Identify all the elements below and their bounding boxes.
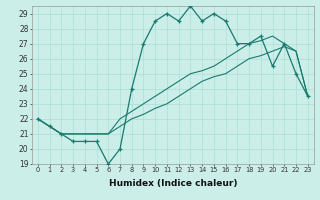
X-axis label: Humidex (Indice chaleur): Humidex (Indice chaleur) xyxy=(108,179,237,188)
